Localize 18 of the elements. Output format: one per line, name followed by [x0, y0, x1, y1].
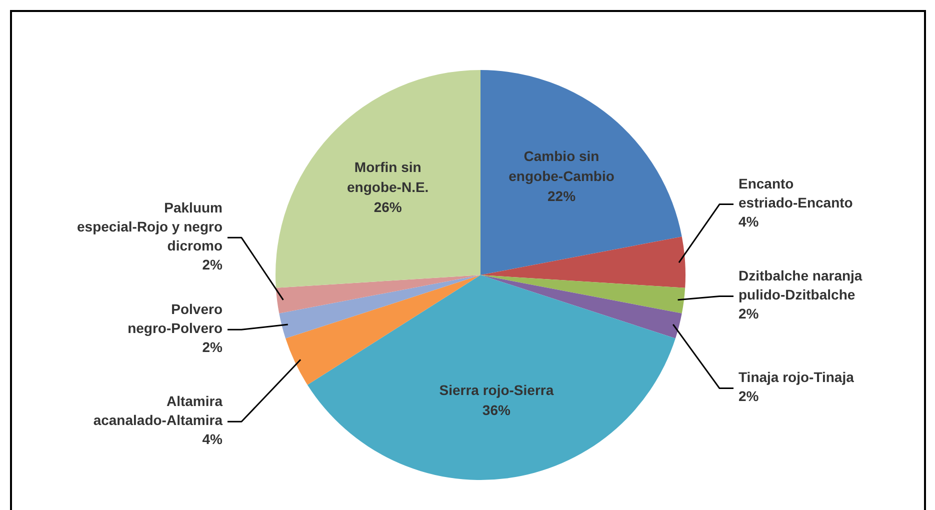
data-label: 26% [374, 198, 402, 215]
data-label: 22% [548, 188, 576, 204]
data-label: 2% [202, 339, 224, 356]
data-label: 4% [202, 431, 224, 448]
slice-label: Dzitbalche naranja pulido-Dzitbalche [738, 268, 862, 303]
slice-label: Tinaja rojo-Tinaja [738, 369, 854, 386]
slice-label: Cambio sin engobe-Cambio [508, 148, 614, 184]
slice-label: Polvero negro-Polvero [128, 301, 222, 336]
slice-label: Sierra rojo-Sierra [439, 382, 554, 398]
data-label: 36% [482, 402, 511, 418]
slice-label: Encanto estriado-Encanto [738, 176, 853, 211]
slice-label: Altamira acanalado-Altamira [93, 393, 223, 428]
slice-label: Pakluum especial-Rojo y negro dicromo [77, 200, 222, 254]
data-label: 4% [738, 214, 760, 230]
data-label: 2% [738, 306, 760, 322]
data-label: 2% [738, 388, 760, 404]
slice-label: Morfin sin engobe-N.E. [347, 158, 429, 195]
data-label: 2% [202, 256, 224, 273]
